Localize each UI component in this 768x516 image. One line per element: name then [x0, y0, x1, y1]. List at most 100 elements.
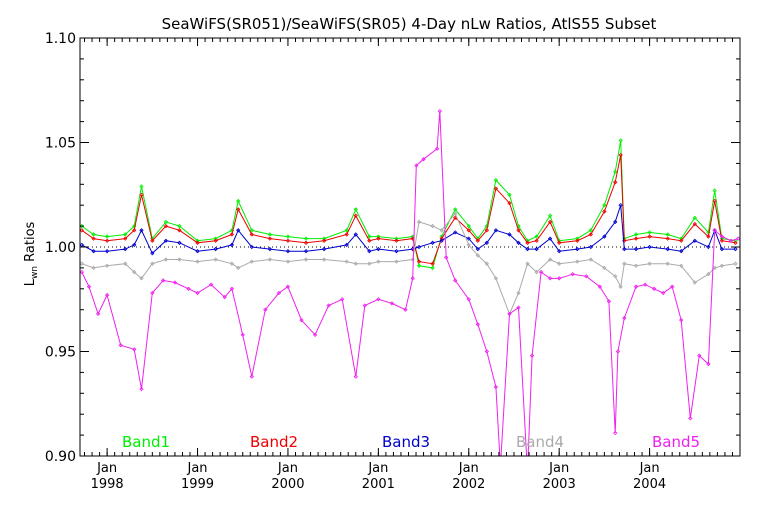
data-point-band3 — [177, 240, 182, 245]
data-point-band1 — [534, 234, 539, 239]
data-point-band4 — [91, 265, 96, 271]
data-point-band5 — [263, 307, 268, 312]
y-axis-label-tail: Ratios — [23, 221, 38, 266]
data-point-band4 — [665, 261, 670, 266]
data-point-band3 — [229, 242, 235, 248]
data-point-band1 — [416, 263, 422, 268]
data-point-band5 — [276, 290, 282, 296]
data-point-band5 — [499, 465, 502, 468]
data-point-band5 — [95, 311, 101, 317]
data-point-band1 — [430, 265, 435, 271]
data-point-band4 — [516, 290, 521, 296]
data-point-band5 — [104, 292, 110, 298]
data-point-band5 — [606, 299, 612, 304]
data-point-band4 — [213, 257, 218, 262]
data-point-band1 — [484, 223, 490, 229]
data-point-band3 — [80, 242, 84, 248]
data-point-band5 — [299, 317, 304, 323]
data-point-band3 — [123, 246, 128, 252]
data-point-band3 — [104, 249, 110, 254]
data-point-band5 — [434, 146, 440, 151]
data-point-band3 — [557, 249, 562, 254]
series-group — [80, 108, 740, 468]
data-point-band4 — [229, 261, 235, 266]
x-tick-label-month: Jan — [277, 461, 298, 476]
data-point-band3 — [647, 244, 652, 250]
data-point-band5 — [466, 297, 471, 302]
data-point-band4 — [547, 257, 553, 262]
data-point-band4 — [163, 257, 169, 262]
data-point-band5 — [570, 272, 575, 277]
data-point-band1 — [547, 213, 553, 218]
data-point-band3 — [692, 238, 697, 243]
series-line-band2 — [81, 154, 736, 265]
data-point-band5 — [679, 317, 684, 323]
data-point-band3 — [236, 228, 241, 233]
data-point-band2 — [665, 236, 670, 241]
data-point-band2 — [602, 209, 607, 214]
data-point-band1 — [267, 232, 273, 237]
x-tick-label-year: 1998 — [91, 477, 124, 492]
data-point-band5 — [132, 347, 137, 352]
data-point-band4 — [177, 257, 182, 262]
data-point-band5 — [172, 280, 178, 285]
data-point-band2 — [712, 198, 717, 204]
data-point-band3 — [493, 228, 499, 233]
data-point-band3 — [430, 240, 435, 245]
data-point-band4 — [195, 259, 200, 264]
data-point-band5 — [453, 278, 458, 283]
data-point-band3 — [453, 230, 458, 235]
data-point-band3 — [91, 249, 96, 254]
data-point-band5 — [285, 284, 291, 289]
data-point-band5 — [613, 430, 618, 436]
legend-label-band4: Band4 — [516, 433, 564, 451]
data-point-band3 — [213, 246, 218, 252]
data-point-band3 — [394, 249, 399, 254]
data-point-band5 — [376, 297, 381, 302]
data-point-band2 — [733, 240, 738, 245]
data-point-band2 — [91, 236, 96, 241]
data-point-band5 — [353, 374, 358, 379]
data-point-band4 — [679, 263, 684, 268]
data-point-band2 — [394, 238, 399, 243]
data-point-band4 — [236, 265, 241, 271]
x-tick-label-month: Jan — [458, 461, 479, 476]
data-point-band1 — [367, 234, 372, 239]
data-point-band2 — [493, 186, 499, 191]
plot-area: 0.900.951.001.051.10Jan1998Jan1999Jan200… — [45, 31, 741, 492]
data-point-band3 — [733, 246, 738, 252]
data-point-band3 — [439, 238, 444, 243]
x-tick-label-month: Jan — [639, 461, 660, 476]
data-point-band4 — [376, 259, 381, 264]
data-point-band4 — [525, 261, 530, 266]
data-point-band3 — [575, 246, 580, 252]
data-point-band5 — [538, 269, 544, 275]
data-point-band2 — [575, 238, 580, 243]
data-point-band1 — [618, 138, 623, 143]
data-point-band2 — [80, 228, 84, 233]
data-point-band3 — [150, 251, 155, 256]
data-point-band2 — [285, 238, 291, 243]
data-point-band4 — [534, 269, 539, 275]
data-point-band3 — [267, 246, 273, 252]
data-point-band5 — [670, 284, 675, 289]
data-point-band4 — [416, 219, 422, 225]
data-point-band5 — [340, 297, 345, 302]
y-axis-label-main: L — [23, 278, 38, 286]
data-point-band1 — [91, 232, 96, 237]
data-point-band2 — [123, 236, 128, 241]
data-point-band5 — [326, 303, 331, 308]
data-point-band5 — [195, 290, 200, 296]
data-point-band2 — [618, 152, 623, 158]
data-point-band5 — [443, 255, 449, 260]
x-tick-label-year: 2004 — [633, 477, 666, 492]
data-point-band4 — [303, 257, 309, 262]
data-point-band4 — [353, 261, 358, 266]
data-point-band2 — [139, 192, 144, 197]
data-point-band4 — [453, 211, 458, 216]
data-point-band1 — [123, 232, 128, 237]
data-point-band3 — [633, 246, 639, 252]
data-point-band5 — [312, 332, 318, 337]
data-point-band4 — [285, 259, 291, 264]
